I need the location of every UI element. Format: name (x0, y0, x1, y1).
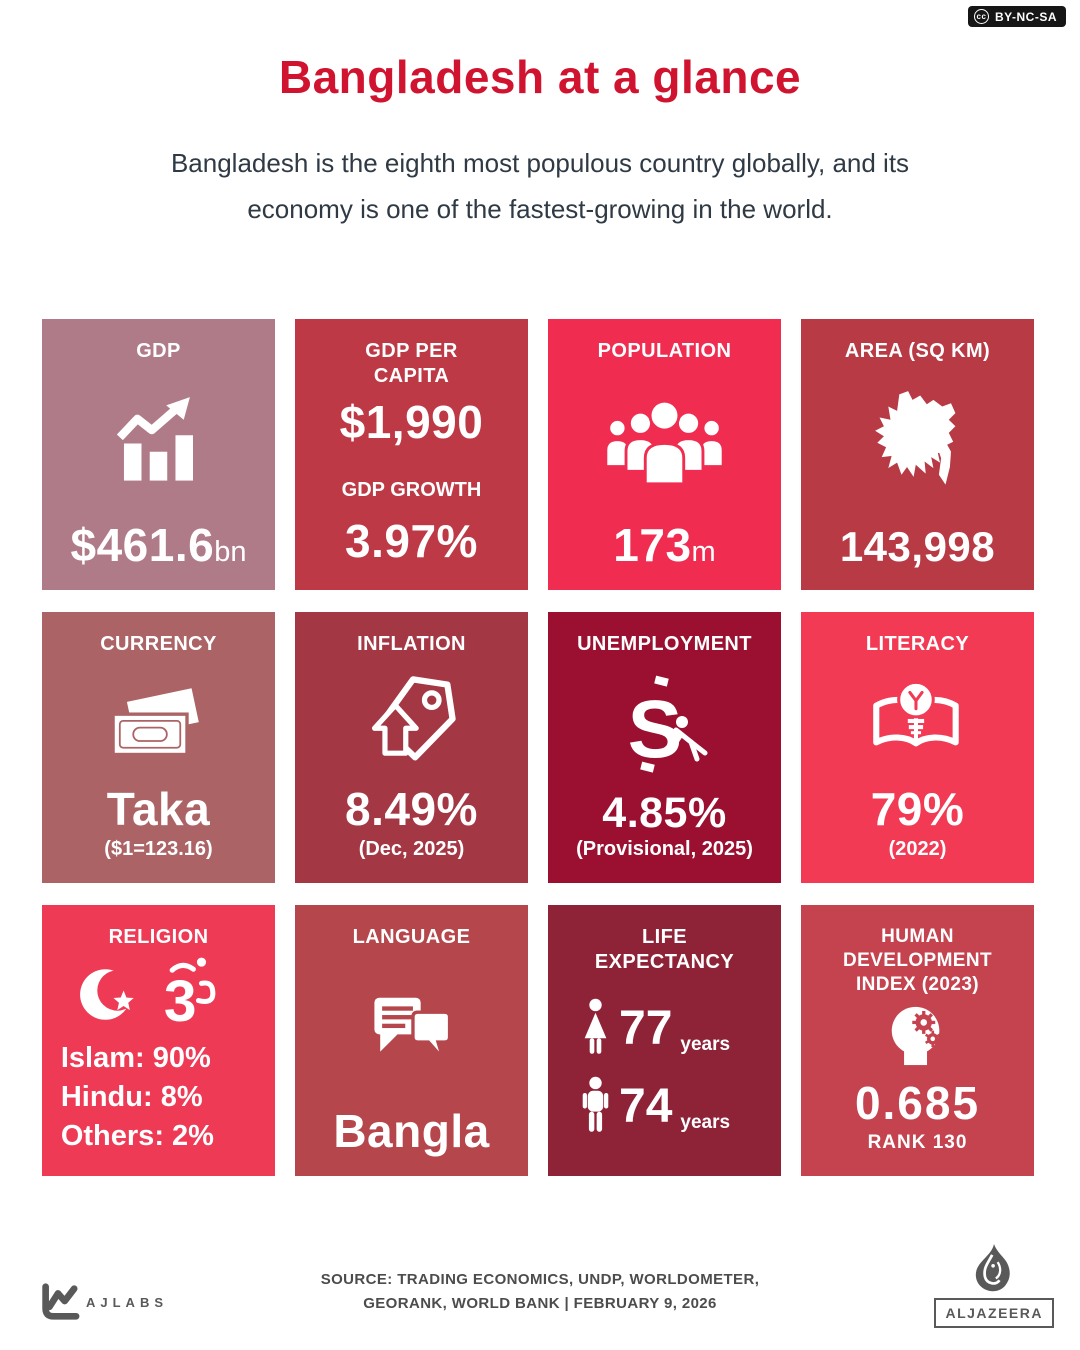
area-value: 143,998 (839, 523, 996, 570)
svg-text:3: 3 (163, 969, 196, 1034)
card-gdp-per-capita: GDP PER CAPITA $1,990 GDP GROWTH 3.97% (295, 319, 528, 590)
religion-line-hindu: Hindu: 8% (60, 1080, 203, 1113)
unemployment-value: 4.85% (602, 789, 727, 837)
religion-breakdown: Islam: 90% Hindu: 8% Others: 2% (61, 1039, 256, 1160)
aljazeera-flame-icon (976, 1244, 1010, 1292)
card-area: AREA (SQ KM) 143,998 (801, 319, 1034, 590)
gdp-value: $461.6bn (71, 522, 247, 568)
male-life-row: 74 years (580, 1076, 773, 1138)
people-crowd-icon (602, 364, 727, 522)
card-gdp-title: GDP (136, 340, 181, 362)
gdp-growth-title: GDP GROWTH (341, 479, 482, 501)
female-life-row: 77 years (580, 998, 773, 1060)
hdi-value: 0.685 (854, 1077, 981, 1129)
religion-line-others: Others: 2% (60, 1119, 214, 1152)
card-gdp-per-capita-title: GDP PER CAPITA (365, 340, 458, 387)
literacy-note: (2022) (888, 838, 947, 860)
subtitle-line-1: Bangladesh is the eighth most populous c… (170, 148, 910, 178)
source-line-1: SOURCE: TRADING ECONOMICS, UNDP, WORLDOM… (320, 1271, 760, 1288)
ajlabs-logo: AJLABS (36, 1282, 168, 1322)
card-language-title: LANGUAGE (352, 926, 471, 948)
cc-icon: cc (973, 9, 989, 24)
cc-license-label: BY-NC-SA (994, 9, 1057, 24)
stat-cards-grid: GDP $461.6bn GDP PER CAPITA $1,990 GDP G… (42, 319, 1034, 1176)
card-population-title: POPULATION (597, 340, 732, 362)
inflation-value: 8.49% (345, 783, 478, 835)
female-icon (584, 998, 607, 1054)
gdp-per-capita-value: $1,990 (339, 396, 484, 448)
card-unemployment-title: UNEMPLOYMENT (577, 633, 752, 655)
gdp-growth-value: 3.97% (345, 515, 478, 567)
male-life-value: 74 (619, 1079, 673, 1133)
page-title: Bangladesh at a glance (278, 51, 802, 103)
card-language: LANGUAGE Bangla (295, 905, 528, 1176)
population-unit: m (691, 536, 716, 568)
aljazeera-label: ALJAZEERA (934, 1298, 1054, 1328)
hdi-rank: RANK 130 (867, 1132, 968, 1153)
card-hdi: HUMAN DEVELOPMENT INDEX (2023) (801, 905, 1034, 1176)
card-currency-title: CURRENCY (100, 633, 217, 655)
book-lightbulb-icon (862, 657, 974, 786)
svg-text:S: S (627, 684, 682, 775)
currency-note: ($1=123.16) (104, 838, 213, 860)
head-gears-icon (877, 996, 959, 1080)
population-number: 173 (613, 519, 692, 571)
currency-value: Taka (106, 783, 211, 835)
card-population: POPULATION (548, 319, 781, 590)
card-literacy-title: LITERACY (865, 633, 970, 655)
card-gdp: GDP $461.6bn (42, 319, 275, 590)
crescent-star-om-icon: 3 (73, 950, 245, 1039)
card-unemployment: UNEMPLOYMENT S 4.85% (Provisional, 2025 (548, 612, 781, 883)
male-icon (582, 1076, 609, 1132)
crescent-star-icon (79, 968, 138, 1020)
card-inflation: INFLATION 8.49% (Dec, 2025) (295, 612, 528, 883)
card-life-expectancy: LIFE EXPECTANCY 77 years (548, 905, 781, 1176)
bangladesh-map-icon (863, 364, 973, 526)
card-religion: RELIGION 3 Islam: 9 (42, 905, 275, 1176)
inflation-note: (Dec, 2025) (358, 838, 465, 860)
life-expectancy-rows: 77 years 74 years (556, 975, 773, 1160)
bar-chart-arrow-icon (105, 364, 213, 522)
ajlabs-chart-icon (42, 1283, 80, 1320)
male-life-unit: years (680, 1111, 731, 1133)
card-religion-title: RELIGION (108, 926, 209, 948)
gdp-unit: bn (214, 536, 247, 568)
om-icon: 3 (163, 957, 215, 1034)
gdp-number: $461.6 (70, 519, 215, 571)
page-subtitle: Bangladesh is the eighth most populous c… (0, 140, 1080, 232)
card-life-expectancy-title: LIFE EXPECTANCY (594, 926, 735, 973)
language-value: Bangla (333, 1105, 490, 1157)
population-value: 173m (613, 522, 715, 568)
source-text: SOURCE: TRADING ECONOMICS, UNDP, WORLDOM… (0, 1268, 1080, 1316)
banknotes-icon (103, 657, 215, 786)
ajlabs-label: AJLABS (86, 1294, 169, 1310)
unemployment-note: (Provisional, 2025) (576, 838, 753, 860)
card-area-title: AREA (SQ KM) (844, 340, 991, 362)
subtitle-line-2: economy is one of the fastest-growing in… (247, 194, 833, 224)
cc-license-badge: cc BY-NC-SA (967, 6, 1066, 27)
card-currency: CURRENCY Taka ($1=123.16) (42, 612, 275, 883)
female-life-unit: years (680, 1033, 731, 1055)
chat-bubbles-icon (359, 950, 465, 1108)
literacy-value: 79% (870, 783, 965, 835)
female-life-value: 77 (619, 1001, 673, 1055)
card-literacy: LITERACY 79% (2022) (801, 612, 1034, 883)
religion-line-islam: Islam: 90% (60, 1041, 211, 1074)
source-line-2: GEORANK, WORLD BANK | FEBRUARY 9, 2026 (363, 1295, 717, 1312)
card-inflation-title: INFLATION (357, 633, 466, 655)
jobless-dollar-icon: S (615, 657, 715, 792)
price-tag-up-arrow-icon (360, 657, 464, 786)
aljazeera-logo: ALJAZEERA (934, 1244, 1054, 1328)
card-hdi-title: HUMAN DEVELOPMENT INDEX (2023) (842, 926, 993, 995)
